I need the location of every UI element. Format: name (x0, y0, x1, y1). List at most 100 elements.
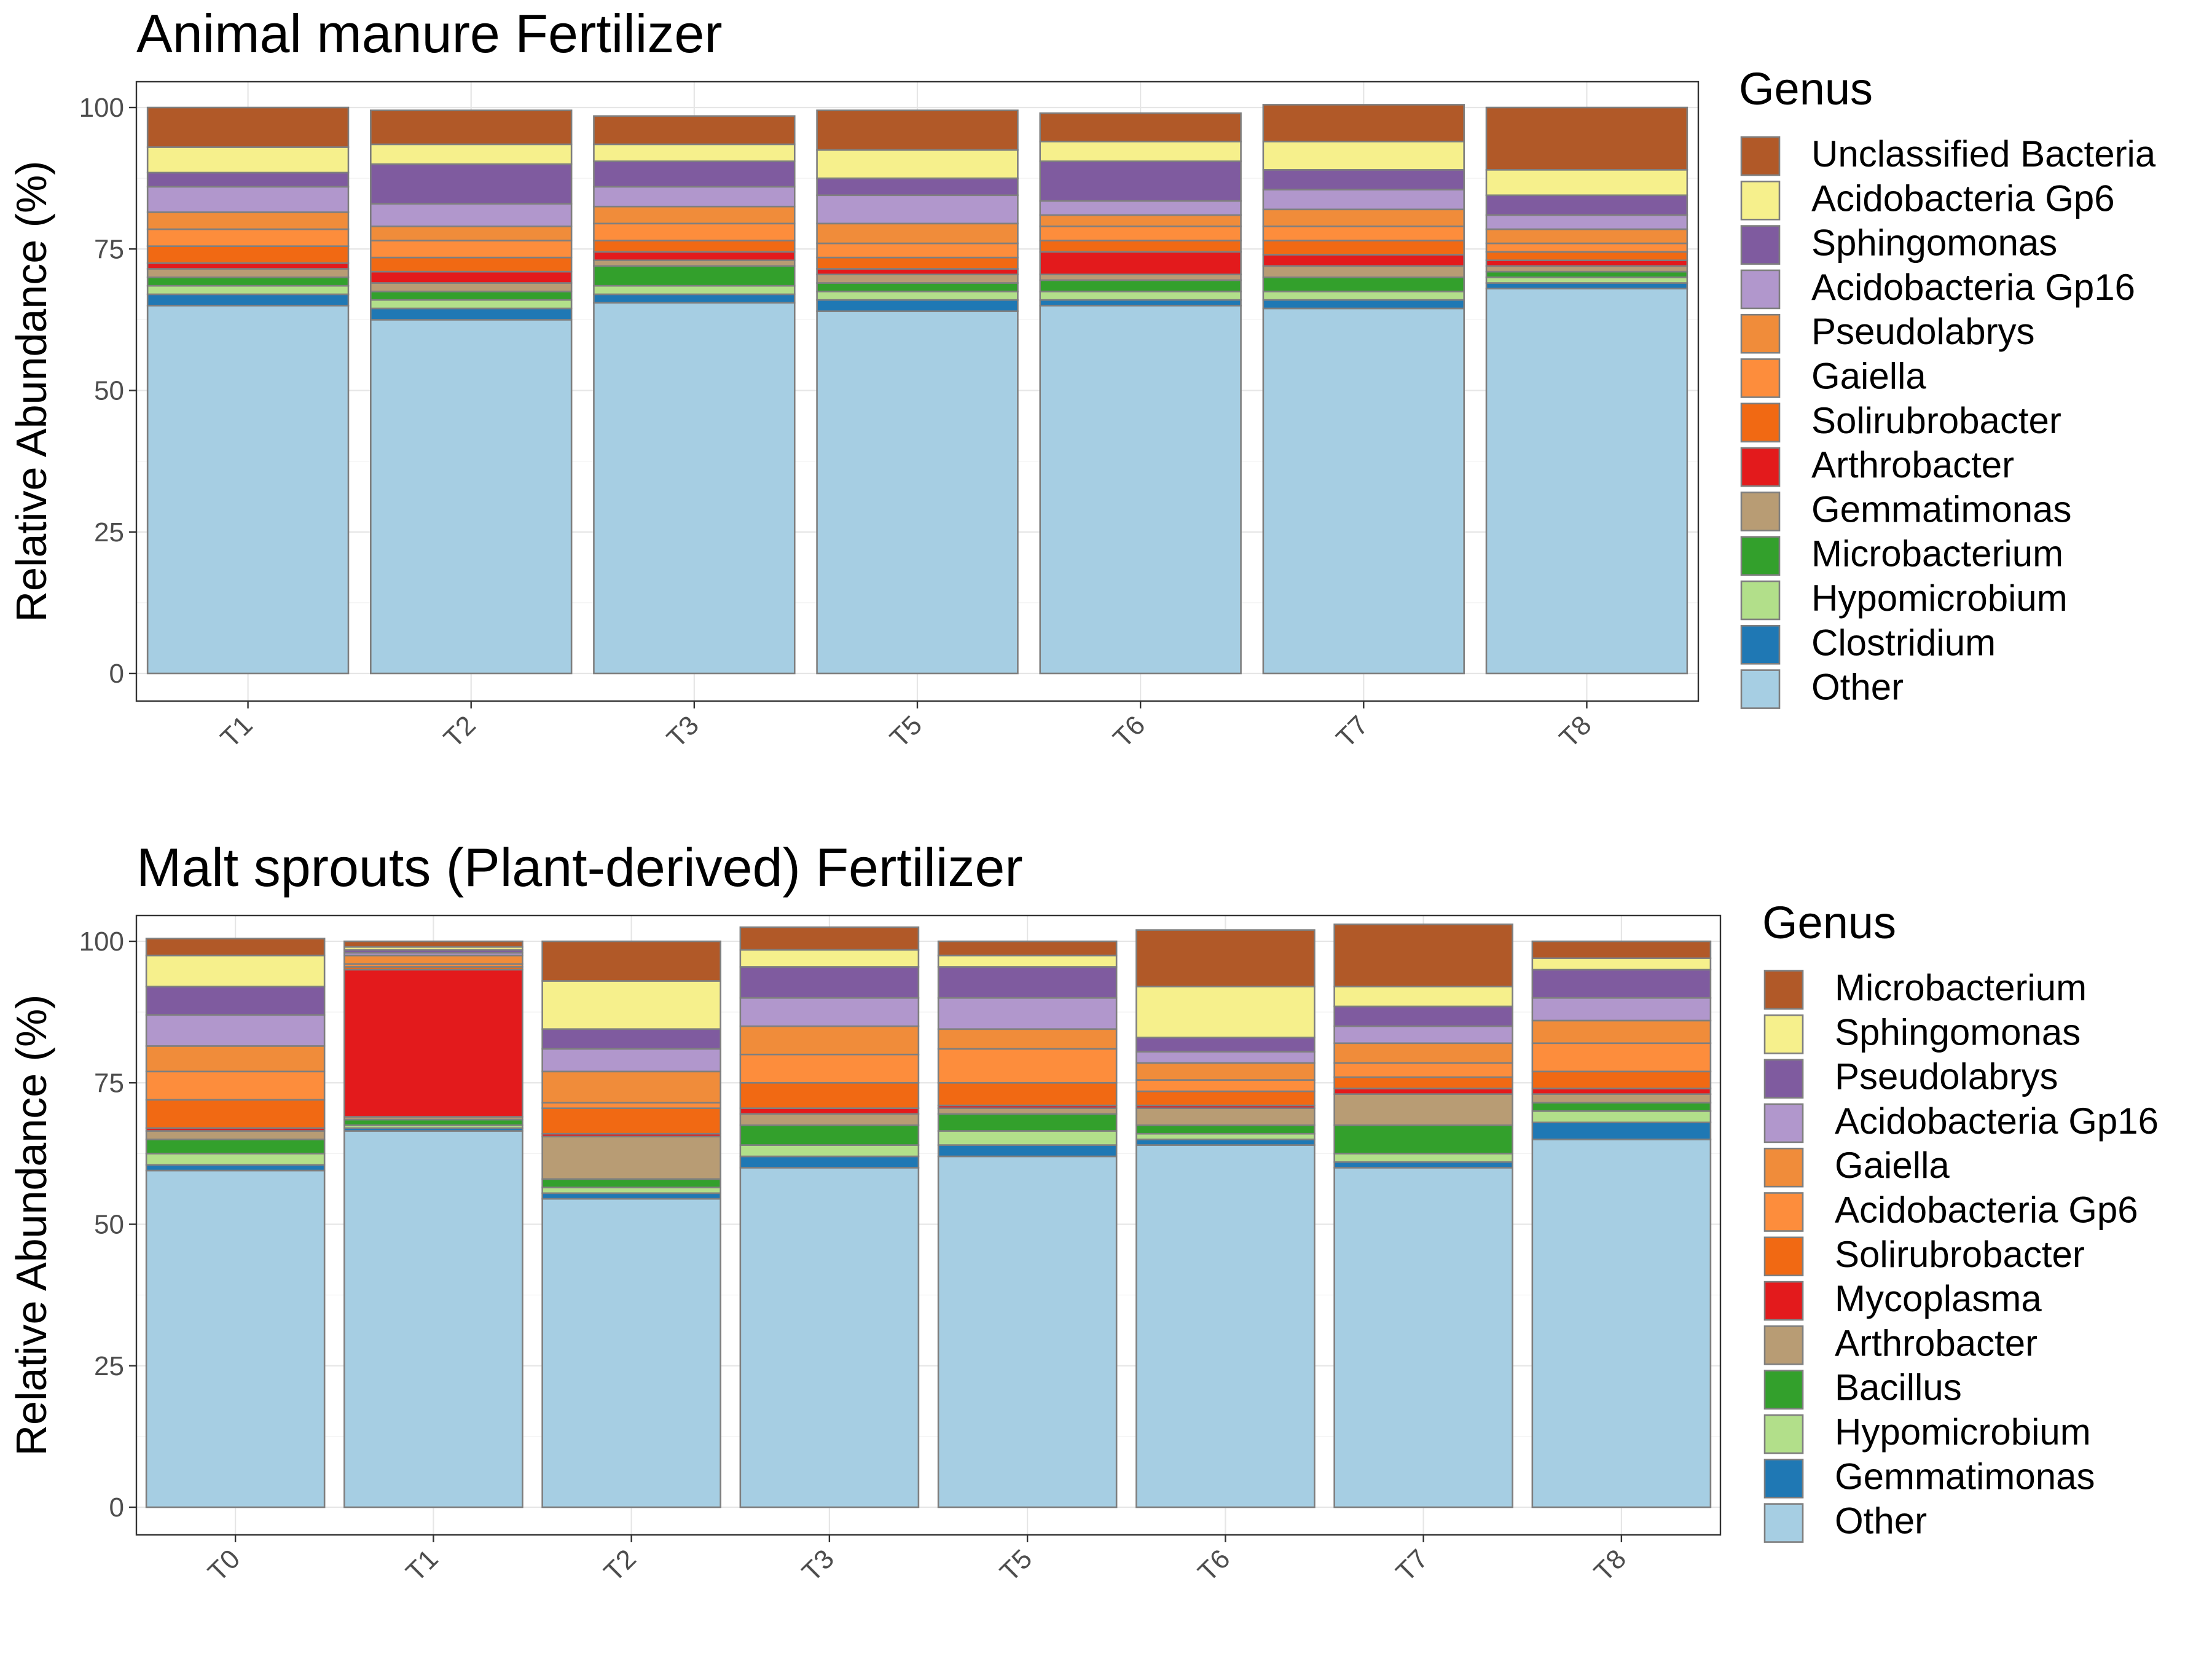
bar-segment-t3-arthrobacter (739, 1113, 920, 1126)
bar-segment-t7-solirubrobacter (1262, 240, 1465, 256)
y-tick-label: 100 (79, 927, 124, 957)
bar-segment-t7-arthrobacter (1262, 254, 1465, 267)
bar-segment-t2-hypomicrobium (369, 299, 573, 310)
bar-segment-t5-arthrobacter (816, 268, 1019, 275)
bar-segment-t6-hypomicrobium (1135, 1132, 1316, 1140)
bar-segment-t6-acidobacteria-gp16 (1135, 1051, 1316, 1064)
bar-segment-t3-acidobacteria-gp16 (593, 186, 796, 208)
bar-segment-t5-hypomicrobium (937, 1130, 1118, 1146)
legend-item: Other (1740, 667, 1904, 709)
bar-segment-t5-acidobacteria-gp6 (816, 149, 1019, 179)
bar-segment-t1-pseudolabrys (146, 211, 350, 230)
panel-border (135, 914, 1722, 1536)
bar-segment-t7-other (1333, 1167, 1513, 1508)
bar-segment-t2-acidobacteria-gp16 (369, 203, 573, 227)
bar-segment-t0-gaiella (145, 1045, 326, 1073)
legend-label: Microbacterium (1811, 533, 2063, 575)
bar-segment-t1-bacillus (343, 1118, 524, 1126)
bar-segment-t2-gaiella (541, 1070, 721, 1104)
legend-swatch (1740, 402, 1781, 443)
legend-label: Gaiella (1811, 356, 1926, 397)
bar-segment-t2-solirubrobacter (541, 1107, 721, 1135)
y-tick-label: 0 (109, 659, 124, 689)
bar-segment-t2-sphingomonas (541, 980, 721, 1030)
legend-item: Gemmatimonas (1740, 488, 2071, 531)
bar-segment-t6-pseudolabrys (1135, 1037, 1316, 1053)
bar-segment-t8-mycoplasma (1531, 1088, 1712, 1095)
bar-segment-t8-acidobacteria-gp6 (1485, 169, 1688, 197)
bar-segment-t7-microbacterium (1333, 924, 1513, 987)
bar-segment-t3-gaiella (739, 1025, 920, 1056)
bar-segment-t8-acidobacteria-gp16 (1485, 214, 1688, 230)
bar-segment-t6-hypomicrobium (1039, 291, 1242, 301)
bar-segment-t7-acidobacteria-gp6 (1333, 1062, 1513, 1078)
bar-segment-t8-pseudolabrys (1531, 968, 1712, 999)
bar-segment-t1-unclassified-bacteria (146, 106, 350, 148)
legend-item: Solirubrobacter (1740, 400, 2061, 443)
bar-segment-t1-microbacterium (146, 276, 350, 287)
bar-segment-t7-solirubrobacter (1333, 1076, 1513, 1089)
bar-segment-t0-arthrobacter (145, 1130, 326, 1140)
bar-segment-t1-microbacterium (343, 940, 524, 948)
bar-segment-t8-acidobacteria-gp6 (1531, 1042, 1712, 1073)
legend-title: Genus (1762, 897, 1896, 948)
bar-segment-t2-solirubrobacter (369, 256, 573, 273)
bar-segment-t6-solirubrobacter (1039, 240, 1242, 253)
legend-swatch (1740, 313, 1781, 354)
bar-segment-t6-microbacterium (1039, 279, 1242, 292)
bar-segment-t2-acidobacteria-gp6 (369, 143, 573, 165)
bar-segment-t0-acidobacteria-gp6 (145, 1070, 326, 1101)
bar-segment-t6-bacillus (1135, 1124, 1316, 1135)
legend-item: Arthrobacter (1763, 1322, 2037, 1365)
bar-segment-t1-mycoplasma (343, 968, 524, 1118)
bar-segment-t1-clostridium (146, 293, 350, 307)
bar-segment-t3-solirubrobacter (739, 1081, 920, 1109)
bar-segment-t5-acidobacteria-gp16 (816, 194, 1019, 225)
bar-segment-t0-acidobacteria-gp16 (145, 1014, 326, 1047)
legend-swatch (1740, 136, 1781, 176)
legend-item: Sphingomonas (1740, 222, 2057, 265)
bar-segment-t7-sphingomonas (1333, 986, 1513, 1008)
bar-segment-t5-pseudolabrys (816, 222, 1019, 245)
legend-item: Pseudolabrys (1763, 1056, 2058, 1099)
bar-segment-t6-gaiella (1135, 1062, 1316, 1081)
bar-segment-t1-acidobacteria-gp16 (146, 186, 350, 213)
legend-label: Hypomicrobium (1835, 1411, 2091, 1453)
bars (146, 104, 1688, 675)
bar-segment-t3-sphingomonas (593, 160, 796, 188)
bar-segment-t6-pseudolabrys (1039, 214, 1242, 227)
bar-segment-t8-pseudolabrys (1485, 228, 1688, 245)
y-axis: 0 25 50 75 100 (79, 927, 136, 1523)
legend-item: Pseudolabrys (1740, 311, 2035, 354)
legend-swatch (1740, 580, 1781, 621)
bar-segment-t8-hypomicrobium (1531, 1110, 1712, 1124)
legend-swatch (1740, 269, 1781, 310)
chart-title: Animal manure Fertilizer (136, 3, 723, 64)
bar-segment-t8-other (1485, 288, 1688, 675)
legend-swatch (1740, 536, 1781, 576)
legend-label: Pseudolabrys (1835, 1056, 2058, 1097)
bar-segment-t8-unclassified-bacteria (1485, 106, 1688, 171)
bar-segment-t5-solirubrobacter (937, 1081, 1118, 1107)
legend-label: Arthrobacter (1811, 444, 2014, 485)
bar-segment-t5-gaiella (937, 1028, 1118, 1050)
legend-swatch (1740, 492, 1781, 531)
bar-segment-t3-gemmatimonas (593, 259, 796, 267)
bar-segment-t8-gaiella (1531, 1019, 1712, 1045)
legend-label: Sphingomonas (1835, 1011, 2081, 1053)
bar-segment-t2-clostridium (369, 307, 573, 321)
legend-title: Genus (1739, 63, 1873, 114)
bar-segment-t5-solirubrobacter (816, 256, 1019, 270)
bar-segment-t0-hypomicrobium (145, 1153, 326, 1166)
bar-segment-t6-other (1039, 305, 1242, 675)
bar-segment-t7-clostridium (1262, 299, 1465, 310)
bar-segment-t1-hypomicrobium (146, 284, 350, 296)
bar-segment-t8-arthrobacter (1531, 1093, 1712, 1104)
legend-item: Hypomicrobium (1763, 1411, 2091, 1454)
bar-segment-t2-arthrobacter (369, 270, 573, 284)
bar-segment-t3-microbacterium (739, 926, 920, 951)
bar-segment-t2-bacillus (541, 1178, 721, 1188)
